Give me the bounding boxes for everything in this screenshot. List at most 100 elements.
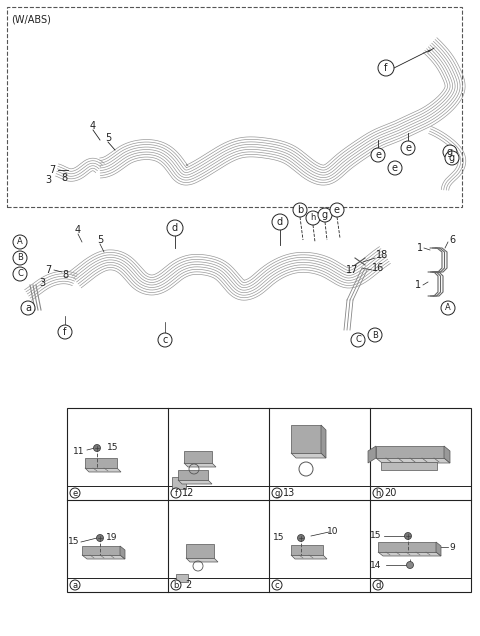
- Polygon shape: [321, 425, 326, 458]
- Circle shape: [70, 488, 80, 498]
- Text: 1: 1: [415, 280, 421, 290]
- Polygon shape: [376, 446, 444, 458]
- Text: 15: 15: [107, 443, 119, 452]
- Text: 11: 11: [73, 448, 85, 457]
- Polygon shape: [381, 462, 437, 470]
- Text: 6: 6: [449, 235, 455, 245]
- Polygon shape: [186, 544, 214, 558]
- Text: 9: 9: [449, 543, 455, 551]
- Text: 14: 14: [370, 560, 382, 569]
- Polygon shape: [186, 558, 218, 562]
- Polygon shape: [82, 546, 120, 555]
- Circle shape: [373, 488, 383, 498]
- Polygon shape: [85, 468, 121, 472]
- Polygon shape: [378, 552, 441, 556]
- Polygon shape: [85, 458, 117, 468]
- Text: h: h: [375, 488, 381, 497]
- Polygon shape: [291, 555, 327, 559]
- Polygon shape: [176, 574, 188, 582]
- Text: d: d: [277, 217, 283, 227]
- Text: a: a: [72, 581, 78, 590]
- Text: C: C: [355, 336, 361, 345]
- Circle shape: [58, 325, 72, 339]
- Text: e: e: [72, 488, 78, 497]
- Circle shape: [371, 148, 385, 162]
- Circle shape: [405, 532, 411, 539]
- Text: B: B: [372, 331, 378, 340]
- Text: b: b: [173, 581, 179, 590]
- Text: 4: 4: [90, 121, 96, 131]
- Polygon shape: [120, 546, 125, 559]
- Circle shape: [298, 534, 304, 541]
- Text: 1: 1: [417, 243, 423, 253]
- Circle shape: [21, 301, 35, 315]
- Polygon shape: [378, 542, 436, 552]
- Polygon shape: [436, 542, 441, 556]
- Text: 8: 8: [62, 270, 68, 280]
- Circle shape: [171, 580, 181, 590]
- Polygon shape: [291, 425, 321, 453]
- Circle shape: [13, 267, 27, 281]
- Circle shape: [330, 203, 344, 217]
- Text: 19: 19: [106, 534, 118, 543]
- Circle shape: [272, 580, 282, 590]
- Text: h: h: [310, 214, 316, 223]
- Circle shape: [318, 208, 332, 222]
- Circle shape: [272, 214, 288, 230]
- Text: g: g: [447, 147, 453, 157]
- Bar: [7, 7, 462, 207]
- Circle shape: [378, 60, 394, 76]
- Text: 16: 16: [372, 263, 384, 273]
- Text: b: b: [297, 205, 303, 215]
- Text: d: d: [375, 581, 381, 590]
- Text: e: e: [405, 143, 411, 153]
- Text: 8: 8: [61, 173, 67, 183]
- Circle shape: [441, 301, 455, 315]
- Text: g: g: [274, 488, 280, 497]
- Text: A: A: [445, 303, 451, 312]
- Text: B: B: [17, 254, 23, 263]
- Text: 15: 15: [68, 537, 80, 546]
- Text: 5: 5: [97, 235, 103, 245]
- Text: f: f: [384, 63, 388, 73]
- Text: 3: 3: [39, 278, 45, 288]
- Circle shape: [407, 562, 413, 569]
- Circle shape: [96, 534, 104, 541]
- Text: 4: 4: [75, 225, 81, 235]
- Text: f: f: [175, 488, 178, 497]
- Circle shape: [94, 445, 100, 452]
- Text: A: A: [17, 237, 23, 247]
- Text: 7: 7: [49, 165, 55, 175]
- Text: 15: 15: [370, 532, 382, 541]
- Bar: [67, 408, 471, 592]
- Circle shape: [443, 145, 457, 159]
- Circle shape: [351, 333, 365, 347]
- Polygon shape: [184, 451, 212, 463]
- Text: e: e: [375, 150, 381, 160]
- Text: e: e: [334, 205, 340, 215]
- Text: 17: 17: [346, 265, 358, 275]
- Circle shape: [272, 488, 282, 498]
- Text: 20: 20: [384, 488, 396, 498]
- Polygon shape: [291, 545, 323, 555]
- Polygon shape: [82, 555, 125, 559]
- Text: 7: 7: [45, 265, 51, 275]
- Circle shape: [401, 141, 415, 155]
- Circle shape: [13, 251, 27, 265]
- Circle shape: [445, 151, 459, 165]
- Text: 10: 10: [327, 527, 339, 537]
- Polygon shape: [172, 477, 186, 489]
- Polygon shape: [184, 463, 216, 467]
- Text: 18: 18: [376, 250, 388, 260]
- Circle shape: [70, 580, 80, 590]
- Text: c: c: [162, 335, 168, 345]
- Text: a: a: [25, 303, 31, 313]
- Polygon shape: [178, 480, 212, 484]
- Circle shape: [171, 488, 181, 498]
- Text: f: f: [63, 327, 67, 337]
- Circle shape: [167, 220, 183, 236]
- Text: d: d: [172, 223, 178, 233]
- Text: e: e: [392, 163, 398, 173]
- Circle shape: [158, 333, 172, 347]
- Polygon shape: [376, 458, 450, 463]
